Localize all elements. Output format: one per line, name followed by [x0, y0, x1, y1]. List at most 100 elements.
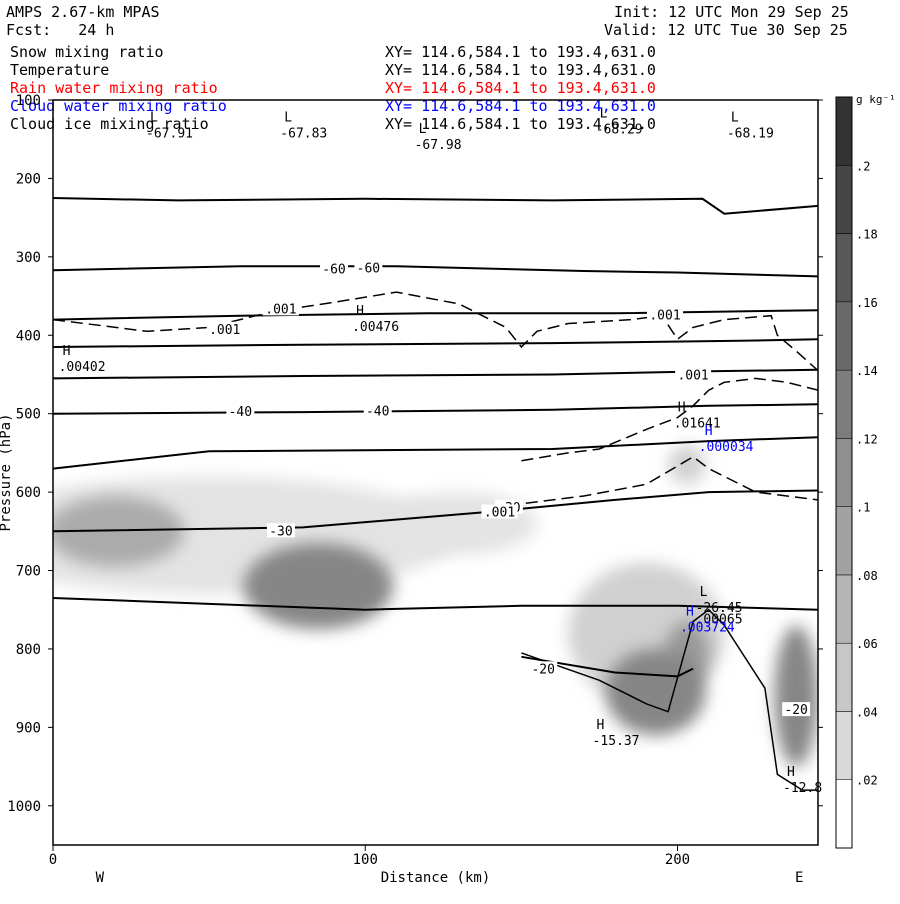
temp-label-1: -60 — [357, 262, 380, 277]
west-label: W — [96, 870, 105, 886]
extremum-symbol-6: H — [63, 344, 71, 359]
extremum-value-11: -12.8 — [783, 781, 822, 796]
colorbar-box-10 — [835, 96, 853, 166]
extremum-value-2: -67.98 — [415, 138, 462, 153]
colorbar-box-7 — [835, 301, 853, 371]
east-label: E — [795, 870, 803, 886]
temp-label-7: -20 — [784, 703, 807, 718]
cloud-water-symbol-1: H — [686, 604, 694, 619]
y-axis-label: Pressure (hPa) — [0, 413, 14, 531]
y-tick-label-8: 900 — [16, 720, 41, 736]
extremum-symbol-10: H — [597, 718, 605, 733]
ice-label-bg-2 — [647, 307, 683, 322]
temp-label-2: -40 — [229, 405, 252, 420]
colorbar-box-1 — [835, 711, 853, 780]
x-tick-label-0: 0 — [49, 852, 57, 868]
y-tick-label-1: 200 — [16, 171, 41, 187]
x-axis-label: Distance (km) — [381, 870, 491, 886]
colorbar-tick-4: .1 — [856, 501, 870, 515]
y-tick-label-4: 500 — [16, 407, 41, 423]
field-xy-3: XY= 114.6,584.1 to 193.4,631.0 — [385, 97, 656, 115]
y-tick-label-2: 300 — [16, 250, 41, 266]
extremum-value-1: -67.83 — [280, 126, 327, 141]
valid-time: Valid: 12 UTC Tue 30 Sep 25 — [604, 21, 848, 39]
extremum-symbol-2: L — [419, 122, 427, 137]
colorbar-box-4 — [835, 506, 853, 576]
colorbar-tick-8: .18 — [856, 228, 878, 242]
terrain-layer — [521, 608, 818, 791]
ice-label-bg-4 — [481, 504, 518, 519]
extremum-value-10: -15.37 — [593, 734, 640, 749]
temp-label-bg-1 — [354, 260, 383, 275]
ice-contour-0 — [53, 291, 818, 372]
temperature-contour-4 — [53, 368, 818, 380]
extremum-value-3: -68.29 — [596, 122, 643, 137]
colorbar-tick-7: .16 — [856, 296, 878, 310]
extremum-value-9: .00065 — [696, 613, 743, 628]
snow-shade-3 — [668, 445, 706, 485]
extremum-value-0: -67.91 — [146, 126, 193, 141]
terrain-outline — [521, 608, 818, 791]
ice-label-4: .001 — [484, 505, 515, 520]
forecast-hour: Fcst: 24 h — [6, 21, 115, 39]
temperature-contour-1 — [53, 265, 818, 278]
temperature-contour-6 — [53, 436, 818, 470]
field-xy-2: XY= 114.6,584.1 to 193.4,631.0 — [385, 79, 656, 97]
temperature-contour-3 — [53, 338, 818, 348]
extremum-symbol-3: L — [600, 106, 608, 121]
extremum-symbol-11: H — [787, 765, 795, 780]
temperature-contour-9 — [521, 655, 694, 678]
extremum-value-8: -26.45 — [696, 601, 743, 616]
colorbar-box-0 — [835, 779, 853, 849]
field-xy-0: XY= 114.6,584.1 to 193.4,631.0 — [385, 43, 656, 61]
extremum-value-4: -68.19 — [727, 126, 774, 141]
field-name-0: Snow mixing ratio — [10, 43, 164, 61]
field-name-1: Temperature — [10, 61, 110, 79]
colorbar-box-5 — [835, 438, 853, 507]
temp-label-bg-3 — [363, 403, 392, 418]
extremum-symbol-1: L — [284, 110, 292, 125]
x-tick-label-2: 200 — [665, 852, 690, 868]
colorbar-box-2 — [835, 642, 853, 712]
temp-label-3: -40 — [366, 404, 389, 419]
snow-shade-8 — [774, 625, 818, 767]
colorbar-box-6 — [835, 369, 853, 439]
ice-label-bg-0 — [262, 301, 299, 316]
colorbar-units: g kg⁻¹ — [856, 93, 896, 106]
y-tick-label-5: 600 — [16, 485, 41, 501]
ice-label-bg-3 — [675, 367, 712, 382]
y-tick-label-9: 1000 — [7, 799, 41, 815]
temp-label-0: -60 — [322, 262, 345, 277]
temp-label-4: -30 — [269, 524, 292, 539]
colorbar-box-8 — [835, 233, 853, 303]
plot-frame — [52, 99, 819, 846]
colorbar-tick-5: .12 — [856, 432, 878, 446]
x-tick-label-1: 100 — [353, 852, 378, 868]
ice-label-2: .001 — [649, 309, 680, 324]
field-name-3: Cloud water mixing ratio — [10, 97, 227, 115]
temp-label-bg-6 — [529, 661, 558, 676]
ice-contour-1 — [521, 377, 818, 462]
temp-label-bg-2 — [226, 404, 255, 419]
field-name-2: Rain water mixing ratio — [10, 79, 218, 97]
extremum-symbol-5: H — [356, 304, 364, 319]
y-tick-label-7: 800 — [16, 642, 41, 658]
extremum-value-6: .00402 — [59, 360, 106, 375]
cloud-water-value-1: .003724 — [680, 620, 735, 635]
snow-shade-7 — [605, 648, 706, 736]
colorbar-tick-6: .14 — [856, 364, 878, 378]
extremum-value-7: .01641 — [674, 417, 721, 432]
ice-label-3: .001 — [677, 368, 708, 383]
cloud-water-symbol-0: H — [705, 424, 713, 439]
colorbar-tick-9: .2 — [856, 159, 870, 173]
y-tick-label-3: 400 — [16, 328, 41, 344]
init-time: Init: 12 UTC Mon 29 Sep 25 — [614, 3, 849, 21]
extremum-symbol-7: H — [678, 401, 686, 416]
y-tick-label-6: 700 — [16, 564, 41, 580]
extremum-value-5: .00476 — [352, 320, 399, 335]
snow-shade-6 — [243, 543, 394, 630]
temp-label-bg-7 — [782, 702, 811, 717]
colorbar-tick-2: .06 — [856, 637, 878, 651]
